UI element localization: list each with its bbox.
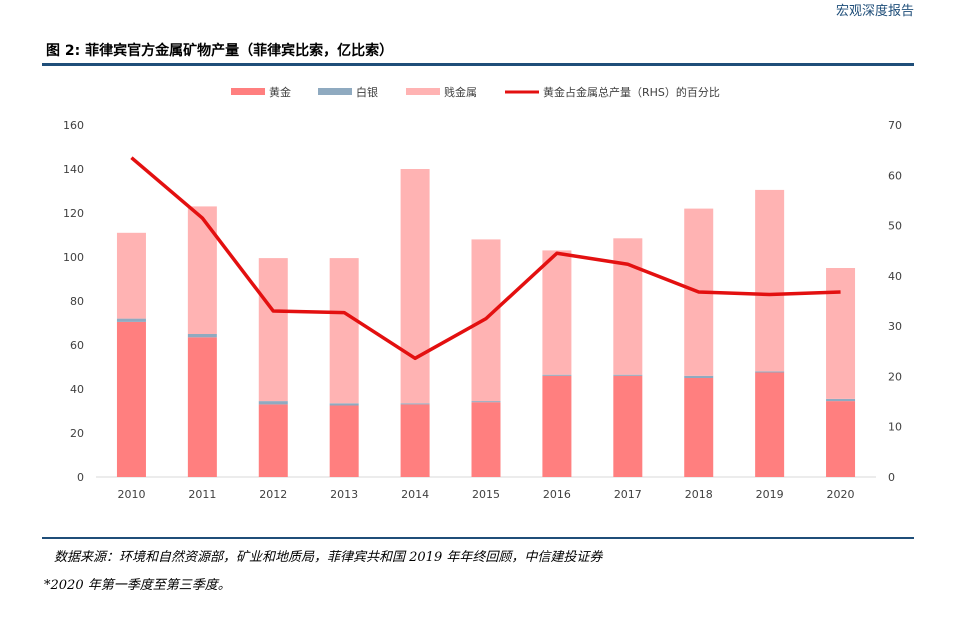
x-tick-label: 2012 [259, 488, 287, 501]
bar-silver-2017 [613, 374, 643, 376]
x-tick-label: 2011 [188, 488, 216, 501]
legend-label-base-metal: 贱金属 [444, 85, 477, 99]
line-layer [130, 156, 841, 361]
bar-gold-2016 [542, 375, 572, 477]
left-tick-label: 160 [63, 119, 84, 132]
left-tick-label: 0 [77, 471, 84, 484]
left-tick-label: 100 [63, 251, 84, 264]
bar-silver-2011 [187, 334, 217, 338]
bar-gold-2010 [116, 321, 146, 477]
bar-gold-2017 [613, 375, 643, 477]
bar-gold-2014 [400, 404, 430, 477]
x-tick-label: 2013 [330, 488, 358, 501]
x-tick-label: 2010 [117, 488, 145, 501]
bar-silver-2016 [542, 374, 572, 376]
x-tick-label: 2019 [756, 488, 784, 501]
figure-title: 图 2: 菲律宾官方金属矿物产量（菲律宾比索，亿比索） [46, 43, 394, 59]
right-tick-label: 60 [888, 169, 902, 182]
left-tick-label: 120 [63, 207, 84, 220]
x-tick-label: 2018 [685, 488, 713, 501]
bar-gold-2018 [684, 378, 714, 477]
bar-silver-2015 [471, 401, 501, 403]
bar-base-metal-2019 [755, 189, 785, 372]
bar-silver-2014 [400, 403, 430, 405]
bar-base-metal-2011 [187, 206, 217, 334]
report-tag: 宏观深度报告 [835, 4, 914, 19]
x-tick-label: 2014 [401, 488, 429, 501]
left-tick-label: 60 [70, 339, 84, 352]
left-tick-label: 20 [70, 427, 84, 440]
right-tick-label: 50 [888, 220, 902, 233]
bar-base-metal-2010 [116, 232, 146, 319]
top-divider [42, 63, 914, 66]
right-tick-label: 0 [888, 471, 895, 484]
x-tick-label: 2020 [827, 488, 855, 501]
bar-base-metal-2013 [329, 258, 359, 404]
bar-base-metal-2014 [400, 169, 430, 404]
bar-gold-2015 [471, 402, 501, 477]
left-tick-label: 140 [63, 163, 84, 176]
footnote: *2020 年第一季度至第三季度。 [44, 578, 231, 593]
bar-gold-2013 [329, 405, 359, 477]
bar-silver-2010 [116, 318, 146, 322]
bar-silver-2019 [755, 371, 785, 373]
right-tick-label: 30 [888, 320, 902, 333]
legend-swatch-gold [231, 88, 265, 95]
bar-base-metal-2020 [826, 268, 856, 399]
bar-gold-2019 [755, 372, 785, 477]
legend-label-silver: 白银 [356, 85, 378, 99]
right-tick-label: 10 [888, 421, 902, 434]
bar-gold-2011 [187, 337, 217, 477]
bar-base-metal-2012 [258, 258, 288, 402]
legend-label-gold: 黄金 [269, 85, 291, 99]
bar-base-metal-2016 [542, 250, 572, 375]
left-axis: 0 20 40 60 80 100 120 140 160 [63, 119, 84, 484]
left-tick-label: 40 [70, 383, 84, 396]
x-axis: 2010 2011 2012 2013 2014 2015 2016 2017 2018 2019… [117, 488, 854, 501]
right-tick-label: 40 [888, 270, 902, 283]
bar-silver-2020 [826, 398, 856, 402]
legend-label-gold-share: 黄金占金属总产量（RHS）的百分比 [543, 85, 720, 99]
bar-silver-2018 [684, 375, 714, 378]
x-tick-label: 2017 [614, 488, 642, 501]
bar-gold-2020 [826, 401, 856, 477]
right-tick-label: 20 [888, 370, 902, 383]
bar-gold-2012 [258, 404, 288, 477]
bar-silver-2013 [329, 403, 359, 406]
x-tick-label: 2016 [543, 488, 571, 501]
left-tick-label: 80 [70, 295, 84, 308]
legend-swatch-silver [318, 88, 352, 95]
right-tick-label: 70 [888, 119, 902, 132]
bars [116, 169, 856, 477]
bar-base-metal-2017 [613, 238, 643, 375]
x-tick-label: 2015 [472, 488, 500, 501]
legend-swatch-base-metal [406, 88, 440, 95]
bar-silver-2012 [258, 401, 288, 405]
legend: 黄金 白银 贱金属 黄金占金属总产量（RHS）的百分比 [231, 85, 720, 99]
source-note: 数据来源：环境和自然资源部，矿业和地质局，菲律宾共和国 2019 年年终回顾，中… [54, 550, 603, 565]
bottom-divider [42, 537, 914, 539]
right-axis: 0 10 20 30 40 50 60 70 [888, 119, 902, 484]
